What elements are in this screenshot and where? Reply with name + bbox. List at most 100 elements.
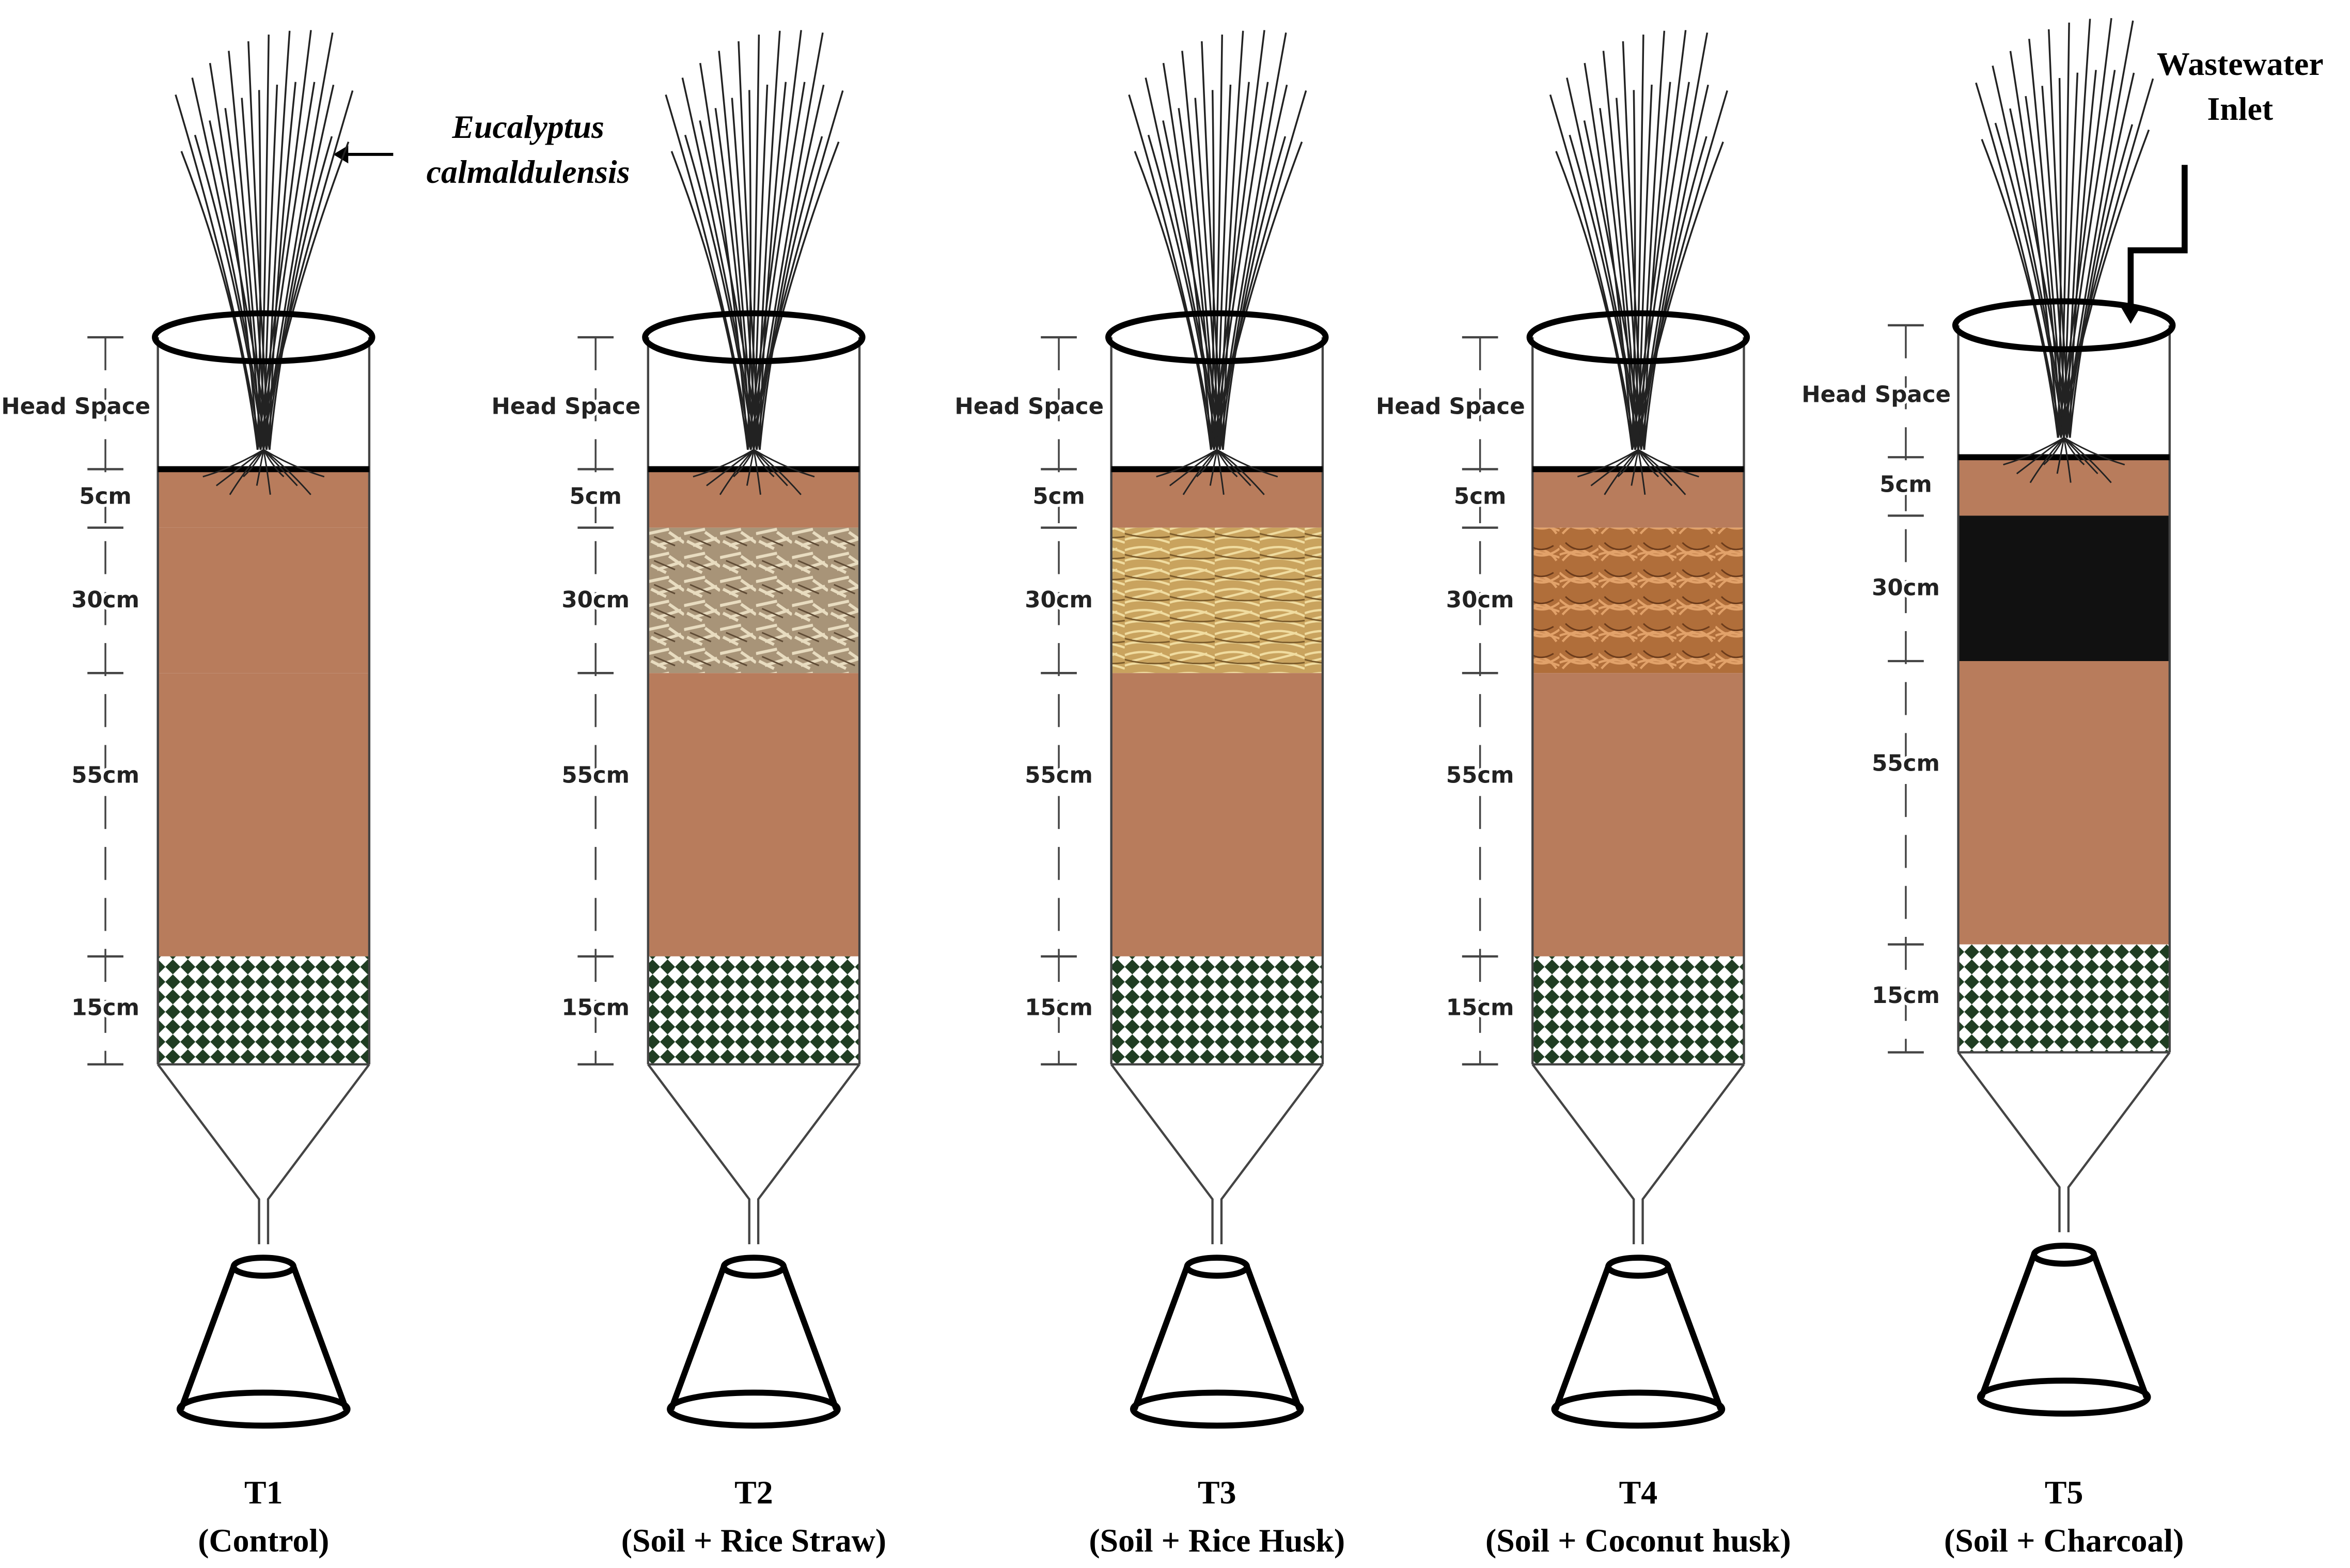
leaf xyxy=(1643,82,1671,450)
leaf xyxy=(1181,51,1218,450)
layer-label: 30cm xyxy=(1446,587,1514,613)
layer-label: 55cm xyxy=(1872,750,1940,776)
rim xyxy=(152,310,375,365)
flask-base xyxy=(1551,1389,1726,1429)
plant-label: calmaldulensis xyxy=(427,153,630,190)
leaf xyxy=(1584,62,1633,450)
root xyxy=(2063,437,2072,483)
leaf xyxy=(759,136,823,450)
layer-label: 55cm xyxy=(561,762,630,788)
leaf xyxy=(1162,62,1212,450)
flask xyxy=(668,1265,839,1410)
layer-label: 15cm xyxy=(1025,995,1093,1021)
leaf xyxy=(2057,78,2062,438)
flask xyxy=(1132,1265,1303,1410)
rim xyxy=(1105,310,1329,365)
flask xyxy=(1979,1253,2150,1399)
root xyxy=(753,449,815,478)
root xyxy=(753,449,788,487)
layer-30cm xyxy=(1532,527,1744,673)
layer-label: Head Space xyxy=(954,394,1104,419)
column-id: T4 xyxy=(1619,1474,1658,1511)
flask-neck xyxy=(2031,1243,2097,1267)
layer-55cm xyxy=(648,673,860,957)
root xyxy=(1156,449,1218,478)
root xyxy=(1638,449,1699,478)
plant-label: Eucalyptus xyxy=(451,108,604,145)
funnel xyxy=(1110,1063,1324,1245)
rim xyxy=(1952,298,2176,353)
root xyxy=(262,449,271,495)
leaf xyxy=(1213,34,1223,450)
leaf xyxy=(1634,34,1644,450)
treatment-label: (Control) xyxy=(198,1522,329,1559)
layer-5cm xyxy=(1111,469,1323,528)
layer-label: 15cm xyxy=(1872,983,1940,1009)
root xyxy=(746,449,755,486)
inlet-label: Wastewater xyxy=(2157,45,2324,82)
root xyxy=(1637,449,1686,495)
layer-55cm xyxy=(158,673,369,957)
flask xyxy=(1553,1265,1724,1410)
layer-55cm xyxy=(1111,673,1323,957)
root xyxy=(202,449,264,478)
leaf xyxy=(1640,84,1709,450)
funnel xyxy=(1531,1063,1745,1245)
leaf xyxy=(1599,108,1636,450)
leaf xyxy=(209,62,259,450)
layer-30cm xyxy=(1958,515,2170,661)
root xyxy=(1182,449,1218,495)
layer-label: Head Space xyxy=(1801,382,1951,407)
leaf xyxy=(256,90,354,450)
root xyxy=(1216,449,1225,495)
leaf xyxy=(714,108,752,450)
leaf xyxy=(2028,39,2065,438)
leaf xyxy=(2060,22,2070,438)
leaf xyxy=(749,34,760,450)
column: Head Space 5cm 30cm 55cm 15cm T3 (Soil + Rice … xyxy=(952,30,1345,1559)
leaf xyxy=(1549,94,1636,450)
layer-label: Head Space xyxy=(1,394,150,419)
root xyxy=(733,449,755,478)
leaf xyxy=(718,51,755,450)
layer-55cm xyxy=(1532,673,1744,957)
root xyxy=(256,449,264,486)
root xyxy=(1617,449,1639,478)
leaf xyxy=(269,136,333,450)
layer-label: 55cm xyxy=(1446,762,1514,788)
layer-5cm xyxy=(158,469,369,528)
root xyxy=(719,449,755,495)
root xyxy=(1216,449,1265,495)
root xyxy=(1604,449,1639,495)
leaf xyxy=(259,34,270,450)
column: Head Space 5cm 30cm 55cm 15cm T2 (Soil + Rice … xyxy=(489,30,886,1559)
root xyxy=(229,449,264,495)
flask-base xyxy=(176,1389,351,1429)
root xyxy=(1590,449,1639,487)
layer-label: 30cm xyxy=(1025,587,1093,613)
leaf xyxy=(2060,129,2150,438)
leaf xyxy=(753,84,769,450)
root xyxy=(2063,437,2125,466)
root xyxy=(2043,437,2065,465)
root xyxy=(706,449,755,487)
root xyxy=(1637,449,1646,495)
root xyxy=(263,449,298,487)
leaf xyxy=(1178,108,1215,450)
column-id: T1 xyxy=(244,1474,283,1511)
leaf xyxy=(1213,82,1269,450)
column-id: T3 xyxy=(1198,1474,1236,1511)
layer-label: 30cm xyxy=(1872,575,1940,601)
leaf xyxy=(175,94,262,450)
leaf xyxy=(1634,82,1690,450)
layer-5cm xyxy=(1958,457,2170,516)
root xyxy=(1209,449,1218,486)
leaf xyxy=(699,62,749,450)
treatment-label: (Soil + Coconut husk) xyxy=(1485,1522,1791,1559)
column: Head Space 5cm 30cm 55cm 15cm T4 (Soil + Cocon… xyxy=(1373,30,1791,1559)
layer-label: 5cm xyxy=(1879,472,1932,497)
leaf xyxy=(2057,18,2112,438)
leaf xyxy=(1602,51,1639,450)
layer-label: 30cm xyxy=(71,587,139,613)
